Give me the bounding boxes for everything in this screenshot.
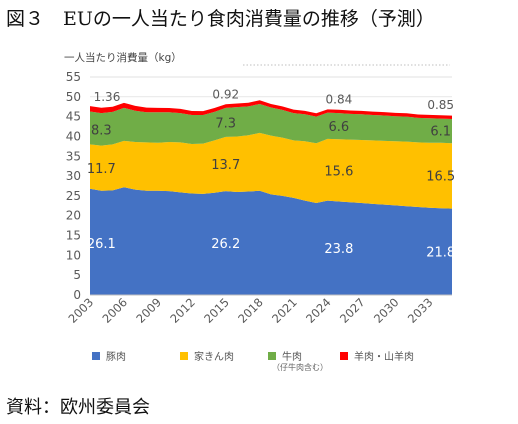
legend-item-beef: 牛肉 [268, 348, 302, 363]
y-tick-label: 0 [73, 288, 81, 302]
data-label-lamb-goat: 0.92 [212, 87, 239, 101]
y-tick-label: 55 [66, 70, 81, 84]
y-tick-label: 25 [66, 189, 81, 203]
data-label-series-2: 6.1 [430, 125, 451, 140]
x-tick-label: 2012 [167, 295, 198, 326]
x-tick-label: 2003 [66, 295, 97, 326]
data-label-series-0: 26.1 [87, 237, 116, 252]
legend-item-lamb-goat: 羊肉・山羊肉 [340, 348, 414, 363]
figure-title: 図３ EUの一人当たり食肉消費量の推移（予測） [6, 8, 435, 30]
legend-label-pork: 豚肉 [106, 352, 126, 363]
data-label-series-2: 8.3 [91, 123, 112, 138]
legend-label-beef: 牛肉 [282, 352, 302, 363]
x-tick-label: 2033 [405, 295, 436, 326]
y-tick-label: 50 [66, 90, 81, 104]
data-label-series-1: 16.5 [426, 169, 455, 184]
y-tick-label: 15 [66, 229, 81, 243]
legend-label-lamb-goat: 羊肉・山羊肉 [354, 352, 414, 363]
data-label-lamb-goat: 1.36 [94, 90, 121, 104]
x-tick-label: 2021 [269, 295, 300, 326]
y-tick-label: 40 [66, 129, 81, 143]
x-tick-label: 2027 [337, 295, 368, 326]
x-tick-label: 2018 [235, 295, 266, 326]
data-label-series-0: 26.2 [211, 237, 240, 252]
y-tick-label: 5 [73, 268, 81, 282]
x-tick-label: 2015 [201, 295, 232, 326]
y-tick-label: 45 [66, 110, 81, 124]
legend: 豚肉 家きん肉 牛肉 （仔牛肉含む） 羊肉・山羊肉 [0, 348, 518, 378]
data-label-series-1: 13.7 [211, 158, 240, 173]
x-tick-label: 2030 [371, 295, 402, 326]
y-axis-unit-label: 一人当たり消費量（kg） [64, 52, 182, 64]
legend-swatch-poultry [180, 351, 188, 360]
data-label-lamb-goat: 0.84 [326, 93, 353, 107]
legend-swatch-lamb-goat [340, 351, 348, 360]
y-tick-label: 30 [66, 169, 81, 183]
area-series-0 [90, 187, 452, 295]
data-label-lamb-goat: 0.85 [427, 98, 454, 112]
data-label-series-2: 7.3 [215, 116, 236, 131]
y-tick-label: 35 [66, 149, 81, 163]
data-label-series-0: 23.8 [324, 242, 353, 257]
legend-label-poultry: 家きん肉 [194, 352, 234, 363]
legend-item-pork: 豚肉 [92, 348, 126, 363]
y-tick-label: 20 [66, 209, 81, 223]
data-label-series-1: 11.7 [87, 162, 116, 177]
data-label-series-0: 21.8 [426, 246, 455, 261]
legend-item-poultry: 家きん肉 [180, 348, 234, 363]
area-series-3 [90, 100, 452, 120]
x-tick-label: 2009 [133, 295, 164, 326]
legend-swatch-beef [268, 351, 276, 360]
legend-sublabel-beef: （仔牛肉含む） [272, 363, 328, 372]
y-tick-label: 10 [66, 248, 81, 262]
x-tick-label: 2006 [99, 295, 130, 326]
x-tick-label: 2024 [303, 295, 334, 326]
data-label-series-1: 15.6 [324, 164, 353, 179]
source-note: 資料：欧州委員会 [6, 397, 150, 418]
area-series-2 [90, 103, 452, 146]
data-label-series-2: 6.6 [329, 120, 350, 135]
area-series-1 [90, 132, 452, 209]
legend-swatch-pork [92, 351, 100, 360]
